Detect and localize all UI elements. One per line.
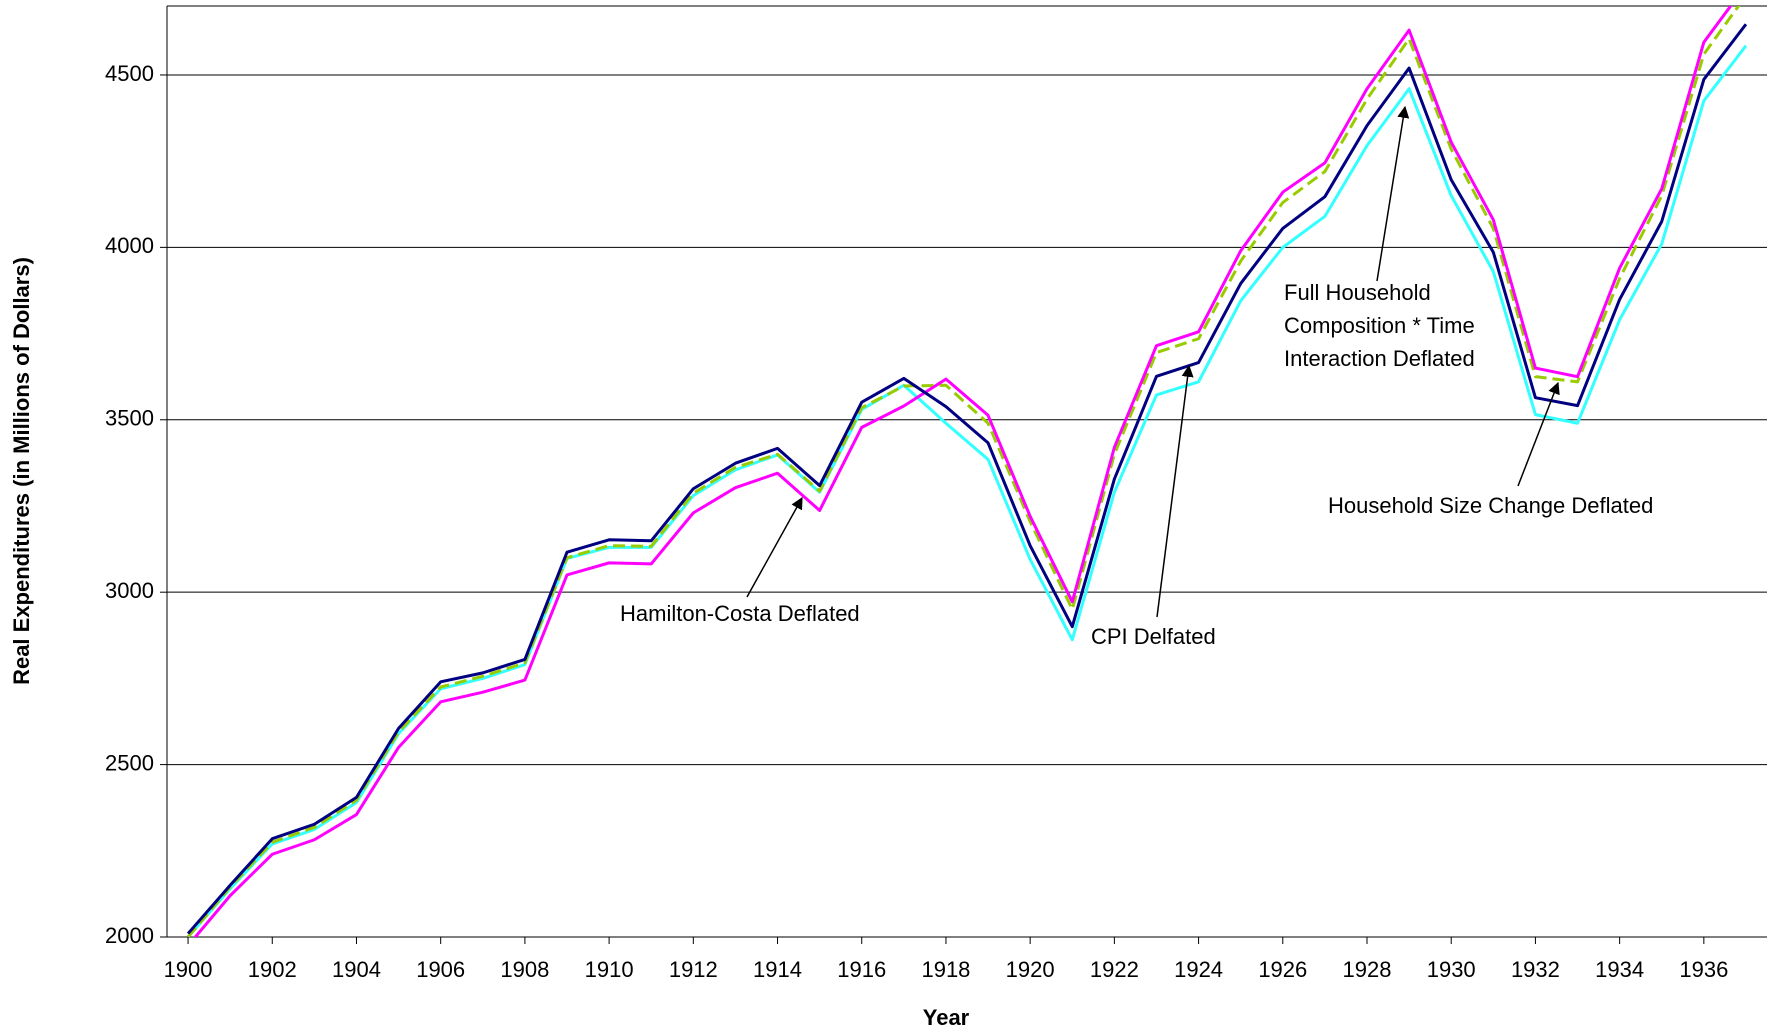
series-line	[186, 23, 1748, 935]
annotation-arrow	[1156, 364, 1194, 618]
x-tick-label: 1916	[837, 957, 886, 982]
annotation-arrow	[1517, 381, 1560, 487]
y-tick-label: 4000	[105, 233, 154, 258]
x-tick-label: 1900	[164, 957, 213, 982]
annotation: Full Household Composition * Time Intera…	[1284, 280, 1475, 371]
x-tick-label: 1906	[416, 957, 465, 982]
x-tick-label: 1930	[1427, 957, 1476, 982]
x-tick-label: 1922	[1090, 957, 1139, 982]
annotation: CPI Delfated	[1091, 624, 1216, 649]
x-tick-label: 1928	[1343, 957, 1392, 982]
x-tick-label: 1926	[1258, 957, 1307, 982]
series-line	[186, 44, 1748, 937]
x-axis-label: Year	[923, 1005, 970, 1030]
x-tick-label: 1918	[921, 957, 970, 982]
y-tick-label: 3000	[105, 578, 154, 603]
series-line	[193, 6, 1733, 937]
x-tick-label: 1912	[669, 957, 718, 982]
x-tick-label: 1934	[1595, 957, 1644, 982]
y-tick-label: 2000	[105, 923, 154, 948]
x-tick-label: 1908	[500, 957, 549, 982]
y-tick-label: 4500	[105, 61, 154, 86]
annotation: Hamilton-Costa Deflated	[620, 601, 860, 626]
annotation-arrow	[746, 496, 803, 598]
x-tick-label: 1936	[1679, 957, 1728, 982]
annotation-arrow	[1376, 105, 1410, 282]
plot-lines	[186, 6, 1748, 937]
annotation: Household Size Change Deflated	[1328, 493, 1654, 518]
x-tick-label: 1914	[753, 957, 802, 982]
x-tick-label: 1924	[1174, 957, 1223, 982]
y-axis-label: Real Expenditures (in Millions of Dollar…	[9, 257, 34, 685]
x-tick-label: 1904	[332, 957, 381, 982]
x-tick-label: 1932	[1511, 957, 1560, 982]
y-tick-label: 2500	[105, 750, 154, 775]
x-tick-label: 1920	[1006, 957, 1055, 982]
series-line	[186, 6, 1741, 937]
x-tick-label: 1910	[585, 957, 634, 982]
x-tick-label: 1902	[248, 957, 297, 982]
y-tick-label: 3500	[105, 406, 154, 431]
